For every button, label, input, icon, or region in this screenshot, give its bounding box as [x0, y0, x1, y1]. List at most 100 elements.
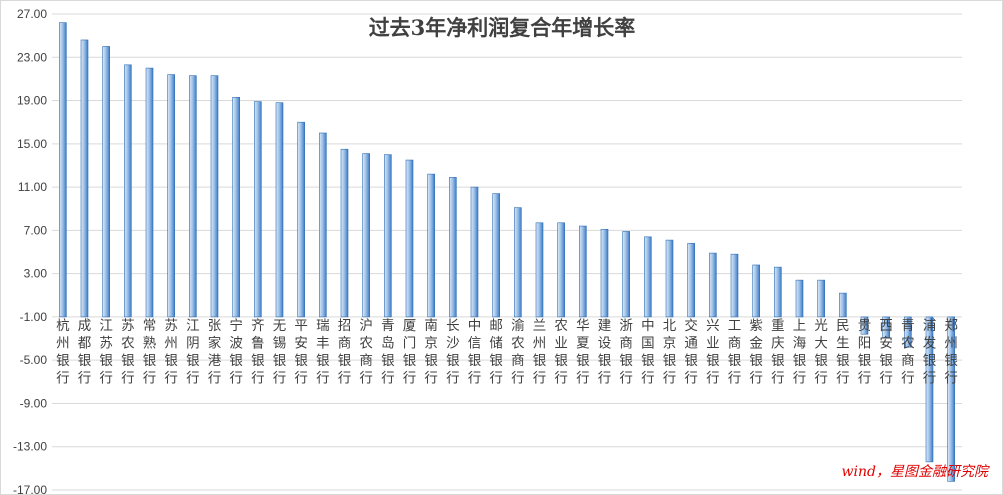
category-label: 江阴银行	[186, 318, 200, 387]
category-label: 交通银行	[684, 317, 698, 387]
bar	[470, 186, 479, 318]
y-tick-label: 15.00	[17, 137, 47, 151]
bar	[210, 75, 219, 318]
bar	[904, 316, 912, 348]
bar	[882, 316, 890, 338]
bar	[665, 239, 674, 318]
y-tick-label: -13.00	[13, 440, 47, 454]
category-label: 农业银行	[554, 318, 568, 387]
bar	[189, 75, 197, 318]
bar	[254, 101, 262, 318]
category-label: 浙商银行	[619, 318, 633, 387]
category-label: 重庆银行	[771, 318, 785, 387]
bar	[600, 228, 609, 318]
bar	[817, 279, 825, 318]
category-label: 张家港行	[208, 318, 222, 387]
category-label: 沪农商行	[359, 318, 373, 387]
bar	[340, 148, 349, 318]
category-label: 光大银行	[814, 318, 828, 387]
category-label: 紫金银行	[749, 318, 763, 387]
bar	[644, 236, 652, 318]
y-tick-label: -17.00	[13, 483, 47, 495]
y-tick-label: 3.00	[24, 267, 48, 281]
category-label: 齐鲁银行	[251, 318, 265, 387]
category-label: 兴业银行	[706, 318, 720, 387]
category-label: 杭州银行	[56, 318, 70, 387]
bar	[752, 264, 760, 318]
category-label: 邮储银行	[489, 318, 503, 387]
category-label: 西安银行	[879, 318, 893, 387]
y-tick-label: 7.00	[24, 223, 48, 237]
bar	[275, 102, 284, 318]
bar	[319, 132, 327, 318]
bar	[947, 316, 955, 482]
category-label: 厦门银行	[403, 318, 417, 387]
bar	[687, 243, 695, 318]
bar	[492, 193, 500, 318]
category-label: 民生银行	[836, 318, 850, 387]
category-label: 渝农商行	[511, 318, 525, 387]
bar	[449, 177, 457, 318]
y-tick-label: 19.00	[17, 94, 47, 108]
bar	[405, 159, 414, 318]
category-label: 郑州银行	[944, 318, 958, 387]
bar	[167, 74, 175, 318]
y-tick-label: -5.00	[20, 353, 48, 367]
category-label: 宁波银行	[229, 317, 243, 387]
category-label: 华夏银行	[576, 318, 590, 387]
category-label: 南京银行	[424, 318, 438, 387]
bar	[384, 154, 392, 318]
category-label: 兰州银行	[533, 318, 547, 387]
bar	[925, 316, 934, 463]
y-tick-label: -1.00	[20, 310, 48, 324]
bar	[535, 222, 544, 318]
bar	[232, 97, 240, 318]
category-label: 浦发银行	[923, 318, 937, 387]
bar	[80, 39, 89, 318]
bar	[124, 64, 132, 318]
category-label: 无锡银行	[273, 318, 287, 387]
grid-lines	[52, 13, 962, 491]
bars	[59, 22, 955, 482]
category-label: 苏农银行	[121, 318, 135, 387]
category-label: 北京银行	[663, 318, 677, 387]
bar	[860, 316, 869, 335]
y-tick-label: 11.00	[18, 180, 47, 194]
category-label: 青岛银行	[381, 318, 395, 387]
bar	[622, 231, 630, 318]
category-label: 中国银行	[641, 318, 655, 387]
bar	[730, 253, 739, 318]
bar	[362, 153, 370, 318]
bar	[579, 225, 587, 318]
category-label: 上海银行	[793, 318, 807, 387]
category-label: 苏州银行	[164, 318, 178, 387]
category-label: 贵阳银行	[858, 318, 872, 387]
bar	[795, 279, 804, 318]
bar	[145, 67, 154, 318]
category-label: 建设银行	[598, 318, 612, 387]
category-label: 青农商行	[901, 318, 915, 387]
bar	[102, 46, 110, 318]
category-label: 平安银行	[294, 318, 308, 387]
bar	[427, 173, 435, 318]
category-label: 工商银行	[728, 318, 742, 387]
bar	[297, 121, 305, 318]
category-label: 常熟银行	[143, 318, 157, 387]
y-tick-label: 23.00	[17, 50, 47, 64]
y-tick-label: -9.00	[20, 396, 48, 410]
category-label: 招商银行	[338, 318, 352, 387]
source-note: wind，星图金融研究院	[842, 464, 990, 480]
category-label: 中信银行	[468, 318, 482, 387]
bar	[557, 222, 565, 318]
category-label: 长沙银行	[446, 318, 460, 387]
chart-title: 过去3年净利润复合年增长率	[369, 15, 636, 40]
category-label: 江苏银行	[99, 318, 113, 387]
bar	[839, 292, 847, 318]
bar	[709, 252, 717, 318]
y-tick-label: 27.00	[17, 7, 47, 21]
bar	[774, 266, 782, 318]
category-label: 瑞丰银行	[316, 318, 330, 387]
category-labels: 杭州银行成都银行江苏银行苏农银行常熟银行苏州银行江阴银行张家港行宁波银行齐鲁银行…	[56, 317, 958, 387]
